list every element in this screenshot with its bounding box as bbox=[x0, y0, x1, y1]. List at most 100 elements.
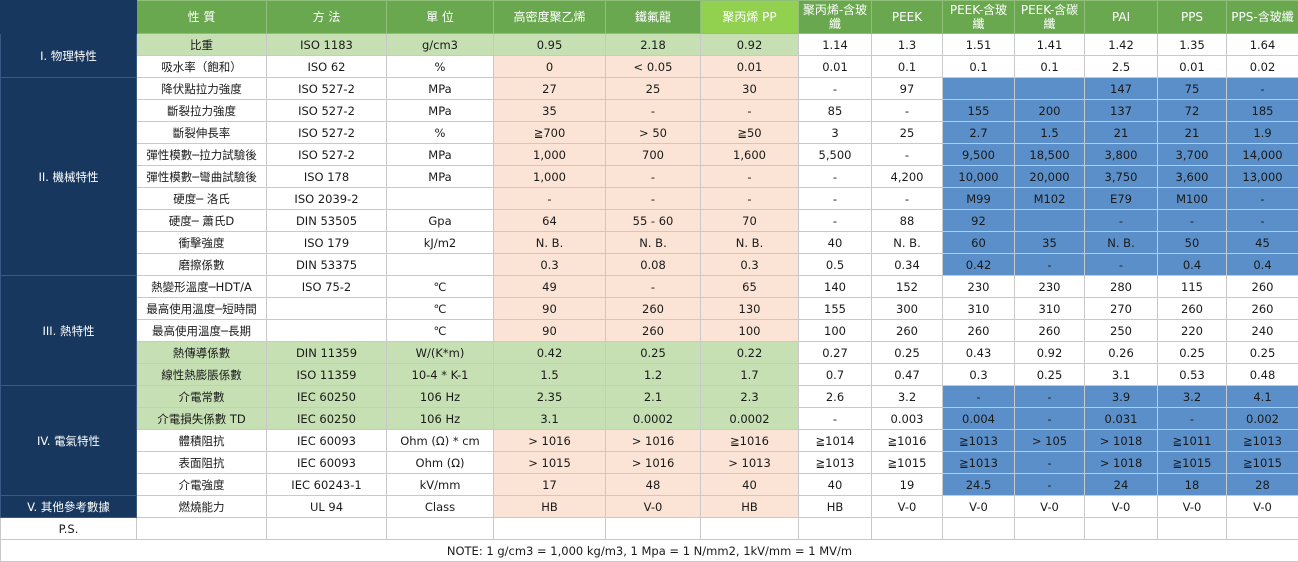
cell-unit: MPa bbox=[386, 77, 494, 100]
cell-hdpe: 0 bbox=[493, 55, 606, 78]
cell-pps-gf: 260 bbox=[1226, 297, 1298, 320]
cell-unit: MPa bbox=[386, 143, 494, 166]
cell-property: 燃燒能力 bbox=[136, 495, 267, 518]
cell-peek: 1.3 bbox=[871, 33, 943, 56]
header-pp: 聚丙烯 PP bbox=[700, 0, 799, 34]
cell-pps-gf: 0.02 bbox=[1226, 55, 1298, 78]
cell-pp: 40 bbox=[700, 473, 799, 496]
cell-ptfe: 2.1 bbox=[605, 385, 701, 408]
cell-peek-cf: - bbox=[1014, 385, 1085, 408]
table-row: 硬度─ 洛氏 ISO 2039-2- - - - - M99 M102 E79 M100- bbox=[1, 187, 1298, 210]
cell-pps-gf: ≧1013 bbox=[1226, 429, 1298, 452]
cell-pp-gf: 2.6 bbox=[798, 385, 872, 408]
cell-method bbox=[266, 297, 387, 320]
cell-pp: N. B. bbox=[700, 231, 799, 254]
cell-peek-cf: 260 bbox=[1014, 319, 1085, 342]
cell-pp-gf: 40 bbox=[798, 473, 872, 496]
cell-pps: - bbox=[1157, 407, 1227, 430]
cell-pai: N. B. bbox=[1084, 231, 1158, 254]
cell-property: 介電損失係數 TD bbox=[136, 407, 267, 430]
cell-pp: 2.3 bbox=[700, 385, 799, 408]
cell-method: IEC 60250 bbox=[266, 407, 387, 430]
cell-pp: - bbox=[700, 165, 799, 188]
cell-pp-gf: 140 bbox=[798, 275, 872, 298]
cell-pps-gf: 0.48 bbox=[1226, 363, 1298, 386]
cell-pps-gf: 185 bbox=[1226, 99, 1298, 122]
cell-ptfe: > 1016 bbox=[605, 451, 701, 474]
cell-pp-gf: ≧1013 bbox=[798, 451, 872, 474]
cell-peek-cf bbox=[1014, 77, 1085, 100]
cell-pai: - bbox=[1084, 209, 1158, 232]
cell-peek-cf: 0.25 bbox=[1014, 363, 1085, 386]
cell-hdpe: 0.42 bbox=[493, 341, 606, 364]
cell-pps-gf: - bbox=[1226, 187, 1298, 210]
header-pp-gf: 聚丙烯-含玻纖 bbox=[798, 0, 872, 34]
cell-peek-cf: 0.92 bbox=[1014, 341, 1085, 364]
cell-pp: 70 bbox=[700, 209, 799, 232]
cell-method: ISO 527-2 bbox=[266, 121, 387, 144]
cell-method: DIN 11359 bbox=[266, 341, 387, 364]
cell-pp: 1.7 bbox=[700, 363, 799, 386]
cell-peek-gf: 9,500 bbox=[942, 143, 1015, 166]
cell-ptfe: > 50 bbox=[605, 121, 701, 144]
header-corner bbox=[0, 0, 137, 34]
cell-peek-gf: M99 bbox=[942, 187, 1015, 210]
header-hdpe: 高密度聚乙烯 bbox=[493, 0, 606, 34]
cell-method: DIN 53375 bbox=[266, 253, 387, 276]
cell-peek-gf: - bbox=[942, 385, 1015, 408]
cell-peek-gf: 0.3 bbox=[942, 363, 1015, 386]
cell-peek-gf bbox=[942, 77, 1015, 100]
header-row: 性 質 方 法 單 位 高密度聚乙烯 鐵氟龍 聚丙烯 PP 聚丙烯-含玻纖 PE… bbox=[0, 0, 1298, 34]
cell-pp: 0.22 bbox=[700, 341, 799, 364]
cell-peek-cf: - bbox=[1014, 253, 1085, 276]
cell-pai: 280 bbox=[1084, 275, 1158, 298]
cell-pps-gf: 45 bbox=[1226, 231, 1298, 254]
cell-peek-cf: 200 bbox=[1014, 99, 1085, 122]
cell-peek: V-0 bbox=[871, 495, 943, 518]
cell-pps: 115 bbox=[1157, 275, 1227, 298]
cell-method: IEC 60250 bbox=[266, 385, 387, 408]
cell-hdpe: ≧700 bbox=[493, 121, 606, 144]
cell-peek-gf: 92 bbox=[942, 209, 1015, 232]
cell-pp: 0.3 bbox=[700, 253, 799, 276]
header-ptfe: 鐵氟龍 bbox=[605, 0, 701, 34]
cell-peek-gf: 155 bbox=[942, 99, 1015, 122]
cell-pai: V-0 bbox=[1084, 495, 1158, 518]
cell-peek: ≧1015 bbox=[871, 451, 943, 474]
cell-property: 彈性模數─拉力試驗後 bbox=[136, 143, 267, 166]
cell-pps-gf: 1.64 bbox=[1226, 33, 1298, 56]
cell-pps: 1.35 bbox=[1157, 33, 1227, 56]
cell-pp: 130 bbox=[700, 297, 799, 320]
cell-pp-gf: 85 bbox=[798, 99, 872, 122]
cell-property: 熱變形溫度─HDT/A bbox=[136, 275, 267, 298]
cell-ptfe: 1.2 bbox=[605, 363, 701, 386]
cell-peek: N. B. bbox=[871, 231, 943, 254]
cell-hdpe: 2.35 bbox=[493, 385, 606, 408]
header-peek: PEEK bbox=[871, 0, 943, 34]
cell-unit: 106 Hz bbox=[386, 385, 494, 408]
cell-property: 降伏點拉力強度 bbox=[136, 77, 267, 100]
cell-pai: 1.42 bbox=[1084, 33, 1158, 56]
cell-pps: 0.25 bbox=[1157, 341, 1227, 364]
cell-peek-gf: 0.42 bbox=[942, 253, 1015, 276]
table-row: IV. 電氣特性 介電常數 IEC 60250 106 Hz 2.35 2.1 2.3 2.6… bbox=[0, 385, 1298, 496]
cell-property: 熱傳導係數 bbox=[136, 341, 267, 364]
cell-pps-gf: 4.1 bbox=[1226, 385, 1298, 408]
cell-pp-gf: - bbox=[798, 77, 872, 100]
cell-ptfe: 48 bbox=[605, 473, 701, 496]
cell-pai: 270 bbox=[1084, 297, 1158, 320]
cell-peek: ≧1016 bbox=[871, 429, 943, 452]
cell-pp: 0.0002 bbox=[700, 407, 799, 430]
cell-ptfe: 2.18 bbox=[605, 33, 701, 56]
cell-method: UL 94 bbox=[266, 495, 387, 518]
cell-unit: Ohm (Ω) * cm bbox=[386, 429, 494, 452]
cell-hdpe: 0.95 bbox=[493, 33, 606, 56]
table-row: 磨擦係數 DIN 53375 0.3 0.08 0.3 0.5 0.34 0.42- -0.4 0… bbox=[1, 253, 1298, 276]
table-row: V. 其他參考數據 燃燒能力 UL 94 Class HB V-0 HB HB V-0 V-0 V-… bbox=[0, 495, 1298, 518]
cell-ptfe: - bbox=[605, 275, 701, 298]
cell-pp-gf: 100 bbox=[798, 319, 872, 342]
cell-peek-cf: 20,000 bbox=[1014, 165, 1085, 188]
cell-pp-gf: - bbox=[798, 407, 872, 430]
cell-unit: ℃ bbox=[386, 319, 494, 342]
cell-hdpe: 1,000 bbox=[493, 165, 606, 188]
